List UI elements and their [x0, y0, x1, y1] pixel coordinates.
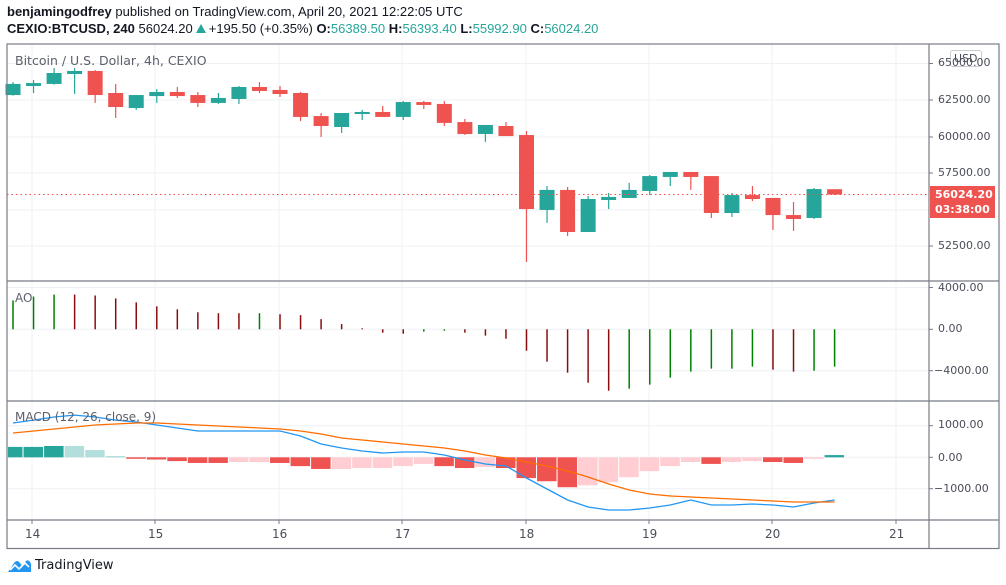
candle: [293, 92, 309, 117]
last-price: 56024.20: [138, 21, 193, 36]
candle: [334, 112, 350, 128]
candle: [354, 111, 370, 115]
chart-frame: [6, 43, 1000, 550]
macd-tick: 1000.00: [938, 418, 984, 431]
up-triangle-icon: [195, 24, 206, 33]
tradingview-brand: TradingView: [35, 557, 114, 573]
candle: [519, 135, 534, 210]
time-tick: 16: [272, 527, 288, 541]
candlestick-series: [5, 68, 929, 263]
symbol-info: CEXIO:BTCUSD, 240 56024.20 +195.50 (+0.35…: [7, 21, 598, 36]
time-tick: 14: [25, 527, 41, 541]
candle: [416, 102, 432, 105]
close-value: 56024.20: [544, 21, 599, 36]
candle: [724, 195, 740, 214]
open-value: 56389.50: [330, 21, 386, 36]
candle: [395, 102, 411, 117]
candle: [272, 89, 288, 95]
candle: [498, 125, 514, 137]
candle: [662, 171, 678, 177]
low-value: 55992.90: [472, 21, 527, 36]
candle: [46, 72, 62, 84]
time-tick: 20: [765, 527, 781, 541]
open-label: O:: [316, 21, 331, 36]
bar-countdown: 03:38:00: [935, 203, 990, 216]
price-change: +195.50 (+0.35%): [208, 21, 313, 36]
ao-tick: 0.00: [938, 322, 963, 335]
candle: [765, 197, 781, 216]
ao-tick: 4000.00: [938, 281, 984, 294]
candle: [457, 122, 473, 135]
macd-pane-title: MACD (12, 26, close, 9): [15, 410, 157, 424]
time-tick: 21: [889, 527, 905, 541]
candle: [149, 91, 165, 97]
symbol-label: CEXIO:BTCUSD, 240: [7, 21, 135, 36]
tradingview-cloud-icon: [8, 560, 31, 572]
macd-series: [8, 414, 845, 511]
candle: [642, 176, 658, 191]
candle: [128, 95, 144, 109]
candle: [169, 91, 185, 97]
price-tick: 60000.00: [938, 130, 991, 143]
candle: [621, 189, 637, 198]
price-tick: 62500.00: [938, 93, 991, 106]
candle: [375, 111, 391, 117]
candle: [477, 124, 493, 135]
time-tick: 17: [395, 527, 411, 541]
ao-tick: −4000.00: [934, 364, 989, 377]
price-tick: 57500.00: [938, 166, 991, 179]
candle: [67, 70, 83, 75]
candle: [683, 171, 699, 177]
candle: [436, 103, 452, 123]
macd-tick: −1000.00: [934, 482, 989, 495]
candle: [231, 87, 247, 99]
candle: [108, 92, 124, 108]
gridlines: [7, 44, 929, 520]
candle: [190, 95, 206, 103]
macd-tick: 0.00: [938, 451, 963, 464]
tradingview-logo[interactable]: TradingView: [6, 557, 114, 573]
close-label: C:: [530, 21, 545, 36]
time-tick: 19: [642, 527, 658, 541]
currency-button[interactable]: USD: [950, 50, 982, 67]
candle: [744, 195, 760, 199]
ao-histogram: [12, 294, 836, 391]
candle: [827, 189, 843, 195]
high-label: H:: [388, 21, 403, 36]
candle: [87, 70, 103, 96]
candle: [26, 83, 42, 86]
candle: [210, 97, 226, 103]
main-pane-title: Bitcoin / U.S. Dollar, 4h, CEXIO: [15, 53, 207, 68]
last-price-tag: 56024.20 03:38:00: [930, 186, 995, 218]
candle: [806, 189, 822, 218]
candle: [786, 215, 802, 219]
candle: [601, 196, 617, 201]
last-price-tag-value: 56024.20: [935, 188, 993, 201]
publish-info: benjamingodfrey published on TradingView…: [7, 4, 463, 19]
price-tick: 52500.00: [938, 239, 991, 252]
published-text: published on TradingView.com, April 20, …: [115, 4, 463, 19]
candle: [703, 176, 719, 214]
candle: [580, 198, 596, 232]
time-tick: 18: [519, 527, 535, 541]
candle: [5, 83, 21, 96]
candle: [313, 116, 329, 126]
low-label: L:: [460, 21, 473, 36]
price-tick: 65000.00: [938, 56, 991, 69]
high-value: 56393.40: [402, 21, 457, 36]
author-name[interactable]: benjamingodfrey: [7, 4, 112, 19]
candle: [539, 189, 555, 210]
time-tick: 15: [148, 527, 164, 541]
ao-pane-title: AO: [15, 291, 33, 305]
candle: [560, 189, 576, 232]
candle: [251, 87, 267, 91]
